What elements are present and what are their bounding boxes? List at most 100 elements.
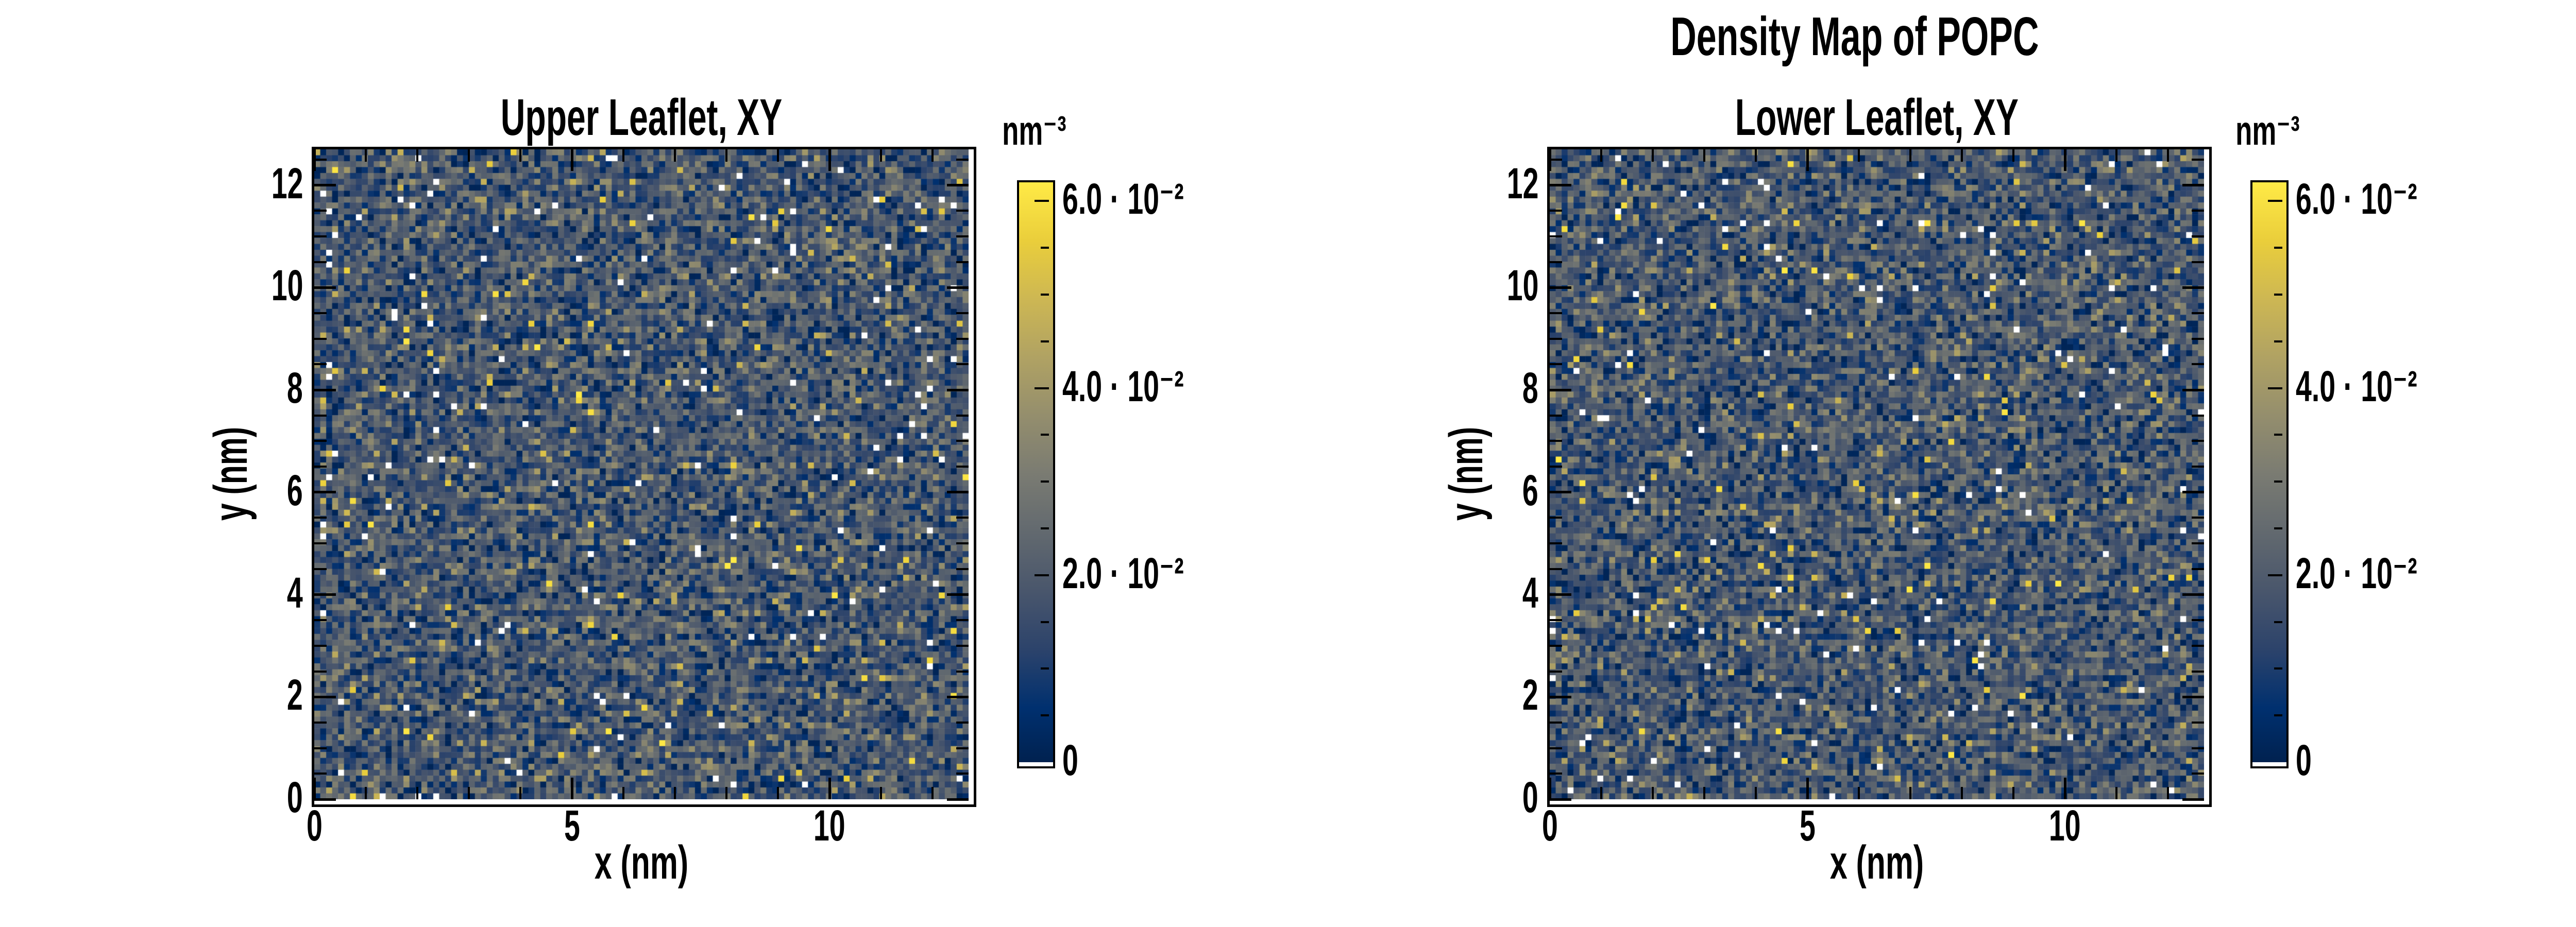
colorbar-tick-major xyxy=(2268,574,2282,576)
y-tick-minor xyxy=(956,337,969,340)
y-tick-minor xyxy=(1550,466,1562,468)
y-tick-minor xyxy=(314,312,327,314)
x-tick-minor xyxy=(1961,787,1963,799)
x-tick-label: 5 xyxy=(1730,804,1885,847)
x-tick-minor xyxy=(2167,787,2169,799)
colorbar-tick-label: 4.0 · 10⁻² xyxy=(2296,365,2553,408)
plot-frame-upper-leaflet xyxy=(312,147,976,807)
x-tick-minor xyxy=(777,787,779,799)
y-tick-minor xyxy=(314,670,327,673)
x-tick-major xyxy=(313,778,316,799)
x-tick-minor xyxy=(674,149,676,162)
y-tick-minor xyxy=(1550,337,1562,340)
x-tick-minor xyxy=(365,149,367,162)
y-tick-minor xyxy=(2192,440,2204,442)
colorbar-tick-minor xyxy=(1041,667,1049,670)
y-tick-minor xyxy=(2192,644,2204,647)
colorbar-tick-major xyxy=(2268,200,2282,202)
y-tick-minor xyxy=(2192,261,2204,263)
y-tick-minor xyxy=(314,747,327,749)
colorbar-tick-minor xyxy=(2274,247,2282,249)
y-tick-label-text: 10 xyxy=(1506,261,1538,310)
y-tick-label: 8 xyxy=(97,366,303,409)
y-tick-label: 4 xyxy=(97,571,303,614)
y-tick-label-text: 2 xyxy=(287,671,303,719)
x-tick-label-text: 5 xyxy=(1799,801,1816,850)
y-tick-minor xyxy=(1550,312,1562,314)
colorbar-tick-label: 0 xyxy=(1062,739,1320,782)
colorbar-tick-major xyxy=(1035,574,1049,576)
y-tick-minor xyxy=(314,261,327,263)
y-tick-major xyxy=(947,695,969,698)
x-tick-label-text: 10 xyxy=(814,801,845,850)
y-tick-minor xyxy=(1550,644,1562,647)
y-tick-minor xyxy=(1550,721,1562,724)
y-tick-minor xyxy=(314,440,327,442)
colorbar-tick-major xyxy=(1035,200,1049,202)
y-tick-label-text: 0 xyxy=(1522,773,1538,821)
y-tick-label: 6 xyxy=(1332,469,1538,512)
colorbar-tick-label: 6.0 · 10⁻² xyxy=(1062,177,1320,220)
y-tick-minor xyxy=(2192,568,2204,570)
colorbar-tick-minor xyxy=(1041,621,1049,623)
colorbar-tick-label-text: 4.0 · 10⁻² xyxy=(1062,362,1184,410)
y-tick-minor xyxy=(956,363,969,366)
y-tick-minor xyxy=(314,772,327,775)
y-tick-major xyxy=(314,695,336,698)
x-tick-minor xyxy=(2167,149,2169,162)
y-tick-minor xyxy=(2192,363,2204,366)
x-tick-minor xyxy=(777,149,779,162)
x-tick-major xyxy=(1548,778,1551,799)
y-tick-minor xyxy=(1550,619,1562,622)
y-tick-minor xyxy=(956,158,969,161)
y-tick-major xyxy=(2182,184,2204,187)
y-tick-minor xyxy=(2192,466,2204,468)
y-tick-label: 2 xyxy=(97,673,303,716)
colorbar-tick-minor xyxy=(1041,247,1049,249)
y-tick-minor xyxy=(1550,235,1562,237)
x-tick-minor xyxy=(674,787,676,799)
colorbar-tick-minor xyxy=(2274,340,2282,342)
colorbar-tick-minor xyxy=(2274,293,2282,296)
y-tick-label: 0 xyxy=(97,776,303,819)
x-tick-major xyxy=(1806,149,1809,171)
x-tick-minor xyxy=(519,149,521,162)
x-tick-minor xyxy=(1755,787,1757,799)
y-tick-label-text: 8 xyxy=(287,364,303,413)
colorbar-unit-lower-leaflet: nm⁻³ xyxy=(2235,108,2300,153)
y-tick-minor xyxy=(314,337,327,340)
y-tick-minor xyxy=(2192,210,2204,212)
figure-title: Density Map of POPC xyxy=(1670,6,2039,67)
x-tick-label-text: 0 xyxy=(306,801,323,850)
y-tick-minor xyxy=(1550,568,1562,570)
panel-title-lower-leaflet: Lower Leaflet, XY xyxy=(1735,89,2019,146)
y-tick-minor xyxy=(956,414,969,417)
y-tick-label: 6 xyxy=(97,469,303,512)
x-axis-label-upper-leaflet: x (nm) xyxy=(594,836,689,889)
x-tick-label: 10 xyxy=(1988,804,2142,847)
y-tick-minor xyxy=(1550,670,1562,673)
y-tick-minor xyxy=(314,414,327,417)
x-tick-minor xyxy=(622,787,624,799)
y-tick-label: 12 xyxy=(97,162,303,205)
y-tick-minor xyxy=(2192,337,2204,340)
x-tick-minor xyxy=(1600,787,1602,799)
x-tick-major xyxy=(1806,778,1809,799)
colorbar-upper-leaflet xyxy=(1017,180,1055,768)
x-tick-minor xyxy=(1909,787,1911,799)
colorbar-unit-upper-leaflet: nm⁻³ xyxy=(1002,108,1066,153)
y-tick-major xyxy=(2182,695,2204,698)
x-tick-minor xyxy=(416,787,418,799)
x-tick-minor xyxy=(2012,787,2014,799)
x-tick-minor xyxy=(1652,149,1654,162)
y-tick-label: 12 xyxy=(1332,162,1538,205)
colorbar-tick-minor xyxy=(1041,340,1049,342)
y-tick-major xyxy=(947,491,969,494)
y-tick-minor xyxy=(956,440,969,442)
heatmap-lower-leaflet xyxy=(1550,149,2204,799)
y-tick-major xyxy=(2182,491,2204,494)
y-tick-major xyxy=(2182,798,2204,801)
y-tick-minor xyxy=(1550,363,1562,366)
y-tick-minor xyxy=(956,747,969,749)
y-tick-minor xyxy=(956,235,969,237)
